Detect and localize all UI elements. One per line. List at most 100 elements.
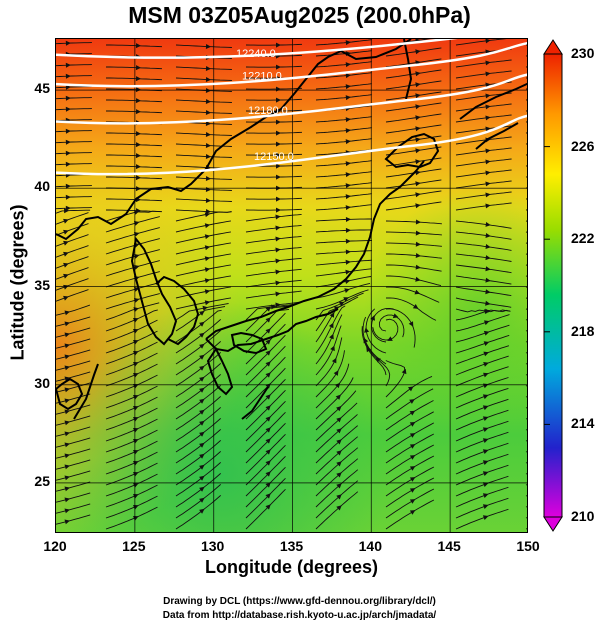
streamline-arrow: [199, 464, 205, 470]
streamline-arrow: [64, 497, 70, 503]
streamline: [105, 451, 158, 475]
streamline-arrow: [485, 170, 491, 176]
colorbar-tick-label: 226: [571, 137, 595, 154]
streamline: [455, 253, 512, 262]
streamline-arrow: [364, 327, 370, 333]
streamline: [105, 440, 158, 464]
streamline: [105, 352, 158, 376]
contour-label: 12240.0: [236, 48, 276, 60]
streamline-arrow: [483, 330, 490, 336]
credit-drawing: Drawing by DCL (https://www.gfd-dennou.o…: [163, 596, 436, 607]
streamline: [315, 160, 372, 167]
streamline-arrow: [199, 431, 205, 437]
streamline: [385, 124, 442, 134]
streamline-arrow: [415, 253, 421, 258]
streamline: [175, 66, 232, 70]
streamline-arrow: [265, 438, 271, 444]
streamline-arrow: [135, 98, 141, 104]
streamline-arrow: [483, 351, 489, 357]
contour-label: 12210.0: [242, 71, 282, 83]
streamline-arrow: [336, 450, 342, 456]
streamline: [245, 400, 286, 442]
streamline-arrow: [64, 365, 70, 371]
streamline-arrow: [265, 405, 271, 411]
streamline-arrow: [409, 466, 416, 471]
streamline-arrow: [485, 115, 491, 121]
colorbar-tick-label: 218: [571, 322, 595, 339]
y-tick-label: 30: [34, 374, 50, 391]
streamline: [455, 314, 510, 332]
streamline: [56, 185, 92, 188]
streamline: [455, 309, 511, 321]
streamline-arrow: [331, 357, 337, 364]
streamline: [371, 307, 394, 343]
streamline: [455, 334, 510, 354]
streamline: [245, 466, 286, 508]
streamline: [385, 499, 435, 530]
streamline-arrow: [329, 312, 335, 318]
streamline: [105, 429, 158, 453]
streamline-arrow: [483, 362, 489, 367]
streamline: [105, 216, 160, 233]
streamline-arrow: [387, 336, 393, 341]
streamline: [175, 264, 231, 277]
streamline: [245, 477, 286, 519]
streamline: [56, 245, 89, 258]
streamline-arrow: [265, 394, 271, 400]
streamline-arrow: [135, 65, 141, 71]
streamline: [385, 47, 442, 57]
streamline: [385, 400, 434, 431]
streamline-arrow: [275, 291, 281, 297]
streamline-arrow: [204, 278, 211, 284]
streamline: [105, 309, 158, 332]
streamline-arrow: [276, 196, 281, 202]
streamline: [455, 464, 509, 486]
streamline: [106, 165, 163, 169]
streamline-arrow: [64, 464, 70, 470]
streamline-arrow: [63, 251, 69, 257]
streamline-arrow: [482, 416, 489, 421]
streamline: [175, 132, 232, 136]
streamline: [455, 180, 512, 189]
streamline: [105, 495, 158, 519]
streamline: [455, 286, 512, 297]
streamline-arrow: [409, 433, 416, 438]
streamline: [385, 231, 442, 236]
streamline: [56, 42, 92, 45]
streamline-arrow: [64, 376, 70, 382]
streamline: [56, 503, 91, 514]
streamline-arrow: [485, 233, 491, 238]
streamline: [385, 201, 442, 211]
streamline-arrow: [345, 95, 351, 101]
streamline-arrow: [275, 258, 281, 264]
streamline: [315, 491, 359, 530]
streamline: [315, 314, 343, 365]
x-tick-label: 130: [200, 538, 225, 554]
streamline: [455, 59, 512, 68]
x-tick-label: 135: [279, 538, 304, 554]
streamline: [315, 390, 357, 431]
streamline: [315, 363, 350, 409]
streamline: [455, 220, 512, 229]
streamline-arrow: [375, 357, 381, 363]
streamline-arrow: [199, 420, 205, 426]
streamline-arrow: [199, 332, 205, 338]
streamline: [315, 414, 358, 453]
streamline-arrow: [484, 309, 490, 315]
streamline-arrow: [204, 212, 211, 218]
streamline-arrow: [265, 361, 271, 367]
streamline-arrow: [485, 126, 491, 132]
streamline-arrow: [275, 236, 281, 242]
streamline: [56, 327, 91, 338]
streamline-arrow: [485, 71, 491, 77]
streamline-arrow: [135, 142, 141, 148]
streamline-arrow: [483, 372, 489, 378]
y-tick-label: 40: [34, 178, 50, 195]
streamline-arrow: [199, 310, 205, 316]
streamline: [106, 198, 163, 202]
streamline: [315, 116, 372, 123]
streamline-arrow: [64, 508, 70, 514]
streamline-arrow: [204, 289, 211, 295]
streamline: [175, 253, 231, 266]
streamline: [315, 402, 358, 442]
